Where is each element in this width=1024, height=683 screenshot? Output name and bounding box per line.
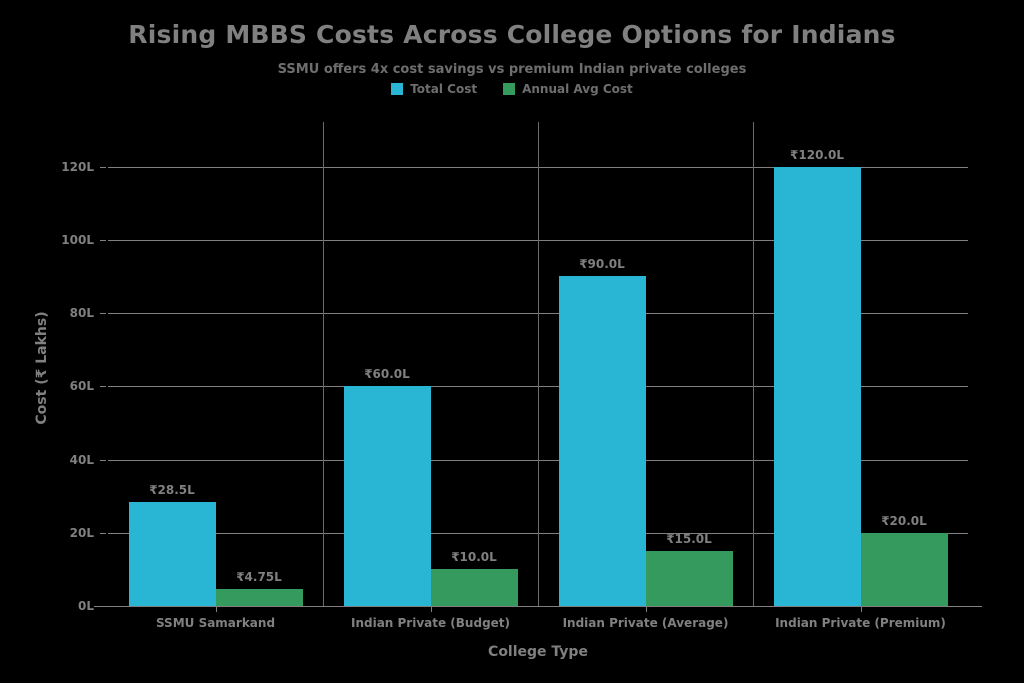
bar-total-cost[interactable] bbox=[558, 276, 646, 606]
y-tick-mark bbox=[100, 166, 106, 168]
bar-value-label: ₹15.0L bbox=[666, 532, 712, 547]
bar-annual-avg-cost[interactable] bbox=[860, 532, 948, 606]
legend-item-annual-avg-cost[interactable]: Annual Avg Cost bbox=[503, 82, 633, 96]
legend-label: Annual Avg Cost bbox=[522, 82, 633, 96]
legend-label: Total Cost bbox=[410, 82, 478, 96]
x-tick-label: SSMU Samarkand bbox=[155, 616, 276, 630]
legend-swatch-icon bbox=[503, 83, 516, 95]
bar-value-label: ₹120.0L bbox=[790, 147, 844, 162]
bar-value-label: ₹4.75L bbox=[236, 569, 282, 584]
bar-value-label: ₹10.0L bbox=[451, 550, 497, 565]
y-tick-label: 0L bbox=[78, 599, 94, 613]
y-tick-mark bbox=[100, 532, 106, 534]
category-separator bbox=[538, 122, 539, 606]
x-tick-label: Indian Private (Budget) bbox=[350, 616, 511, 630]
bar-value-label: ₹28.5L bbox=[149, 482, 195, 497]
y-tick-mark bbox=[100, 239, 106, 241]
x-axis-title: College Type bbox=[488, 644, 588, 660]
y-tick-label: 100L bbox=[61, 232, 94, 247]
category-separator bbox=[753, 122, 754, 606]
category-separator bbox=[323, 122, 324, 606]
bar-annual-avg-cost[interactable] bbox=[645, 551, 733, 606]
x-tick-label: Indian Private (Premium) bbox=[775, 616, 946, 630]
chart-subtitle: SSMU offers 4x cost savings vs premium I… bbox=[277, 62, 747, 77]
x-axis-line bbox=[94, 606, 982, 607]
y-tick-label: 20L bbox=[69, 525, 94, 540]
y-tick-label: 60L bbox=[69, 379, 94, 394]
y-axis-title: Cost (₹ Lakhs) bbox=[34, 311, 50, 425]
y-tick-mark bbox=[100, 386, 106, 388]
y-tick-mark bbox=[100, 313, 106, 315]
chart-title: Rising MBBS Costs Across College Options… bbox=[128, 20, 896, 49]
bar-annual-avg-cost[interactable] bbox=[430, 569, 518, 606]
bar-total-cost[interactable] bbox=[773, 166, 861, 606]
y-tick-label: 120L bbox=[61, 159, 94, 174]
y-tick-label: 40L bbox=[69, 452, 94, 467]
plot-area: 0L 20L 40L 60L 80L 100L 120L ₹28.5L ₹4.75L ₹60.0… bbox=[34, 122, 982, 660]
legend-item-total-cost[interactable]: Total Cost bbox=[391, 82, 477, 96]
legend-swatch-icon bbox=[391, 83, 404, 95]
bar-total-cost[interactable] bbox=[343, 386, 431, 606]
y-tick-label: 80L bbox=[69, 306, 94, 321]
x-tick-label: Indian Private (Average) bbox=[562, 616, 729, 630]
x-tick-mark bbox=[645, 607, 647, 612]
x-tick-mark bbox=[430, 607, 432, 612]
chart-legend: Total Cost Annual Avg Cost bbox=[0, 82, 1024, 96]
y-tick-mark bbox=[100, 606, 106, 607]
bar-value-label: ₹90.0L bbox=[579, 257, 625, 272]
x-tick-mark bbox=[860, 607, 862, 612]
bar-total-cost[interactable] bbox=[128, 501, 216, 606]
bar-value-label: ₹60.0L bbox=[364, 367, 410, 382]
bar-value-label: ₹20.0L bbox=[881, 513, 927, 528]
bar-annual-avg-cost[interactable] bbox=[215, 588, 303, 606]
y-tick-mark bbox=[100, 459, 106, 461]
x-tick-mark bbox=[215, 607, 217, 612]
